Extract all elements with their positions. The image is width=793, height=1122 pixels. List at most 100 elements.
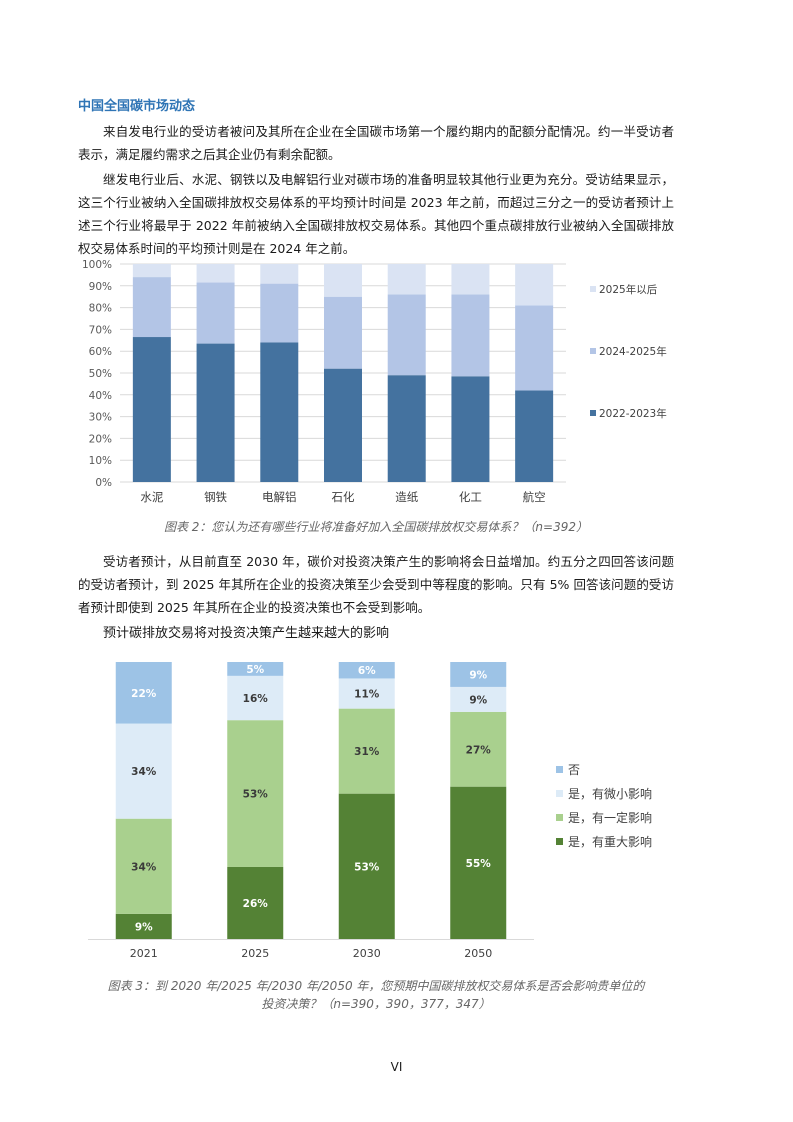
category-label: 石化 xyxy=(332,490,355,504)
bar-segment xyxy=(338,678,395,709)
bar-segment xyxy=(450,662,507,687)
legend-label: 否 xyxy=(568,763,580,777)
data-label: 26% xyxy=(243,898,269,910)
chart3-caption-line2: 投资决策？（n=390，390，377，347） xyxy=(261,997,491,1011)
legend-swatch xyxy=(590,348,596,354)
bar-segment xyxy=(450,686,507,712)
bar-segment xyxy=(227,866,284,939)
bar-segment xyxy=(450,786,507,939)
bar-segment xyxy=(338,662,395,679)
y-tick-label: 100% xyxy=(82,259,112,271)
bar-segment xyxy=(196,282,235,344)
data-label: 34% xyxy=(131,861,157,873)
bar-segment xyxy=(387,375,426,482)
category-label: 2025 xyxy=(241,947,269,960)
investment-impact-chart: 9% 34% 34% 22% 2021 26% 53% 16% 5% 2025 53% 31% 11% 6… xyxy=(88,662,652,960)
paragraph-3: 受访者预计，从目前直至 2030 年，碳价对投资决策产生的影响将会日益增加。约五… xyxy=(78,554,674,615)
paragraph-1: 来自发电行业的受访者被问及其所在企业在全国碳市场第一个履约期内的配额分配情况。约… xyxy=(78,124,674,162)
y-tick-label: 40% xyxy=(89,390,112,402)
category-label: 电解铝 xyxy=(262,490,297,504)
data-label: 34% xyxy=(131,766,157,778)
legend-swatch xyxy=(556,838,563,845)
data-label: 22% xyxy=(131,688,157,700)
data-label: 16% xyxy=(243,693,269,705)
legend-label: 是，有微小影响 xyxy=(568,786,652,801)
section-title: 中国全国碳市场动态 xyxy=(78,99,196,114)
y-tick-label: 30% xyxy=(89,412,112,424)
data-label: 5% xyxy=(246,664,264,676)
bar-segment xyxy=(196,343,235,482)
y-tick-label: 70% xyxy=(89,324,112,336)
bar-segment xyxy=(227,720,284,867)
category-label: 2021 xyxy=(130,947,158,960)
bar-segment xyxy=(227,662,284,676)
legend-label: 2022-2023年 xyxy=(599,407,667,420)
y-tick-label: 20% xyxy=(89,433,112,445)
bar-segment xyxy=(324,264,362,297)
category-label: 化工 xyxy=(459,490,482,504)
y-tick-label: 60% xyxy=(89,346,112,358)
bar-segment xyxy=(451,264,490,295)
chart3-heading: 预计碳排放交易将对投资决策产生越来越大的影响 xyxy=(103,626,390,641)
bar-segment xyxy=(260,342,299,482)
legend-swatch xyxy=(590,410,596,416)
paragraph-2: 继发电行业后、水泥、钢铁以及电解铝行业对碳市场的准备明显较其他行业更为充分。受访… xyxy=(78,172,674,256)
bar-segment xyxy=(227,675,284,721)
legend-label: 是，有一定影响 xyxy=(568,810,652,825)
data-label: 9% xyxy=(469,694,487,706)
bar-segment xyxy=(515,390,554,482)
category-label: 2030 xyxy=(353,947,381,960)
bar-segment xyxy=(451,294,490,377)
bar-segment xyxy=(115,913,172,939)
legend-label: 2025年以后 xyxy=(599,283,657,296)
legend-swatch xyxy=(556,814,563,821)
legend-swatch xyxy=(556,766,563,773)
bar-segment xyxy=(260,283,299,343)
data-label: 53% xyxy=(243,789,269,801)
data-label: 9% xyxy=(135,921,153,933)
category-label: 水泥 xyxy=(140,490,163,504)
y-tick-label: 0% xyxy=(95,477,112,489)
bar-segment xyxy=(132,277,171,338)
data-label: 11% xyxy=(354,689,380,701)
legend-swatch xyxy=(556,790,563,797)
data-label: 53% xyxy=(354,861,380,873)
industry-readiness-chart: 0% 10% 20% 30% 40% 50% 60% 70% 80% 90% 100% 水泥 钢铁 电解铝… xyxy=(82,259,667,504)
y-tick-label: 50% xyxy=(89,368,112,380)
bar-segment xyxy=(515,305,554,391)
data-label: 55% xyxy=(466,858,492,870)
page-number: VI xyxy=(390,1060,403,1074)
data-label: 27% xyxy=(466,744,492,756)
bar-segment xyxy=(451,376,490,482)
bar-segment xyxy=(338,708,395,794)
bar-segment xyxy=(196,264,235,283)
bar-segment xyxy=(324,368,362,482)
category-label: 航空 xyxy=(523,490,546,504)
data-label: 6% xyxy=(358,665,376,677)
y-tick-label: 10% xyxy=(89,455,112,467)
data-label: 9% xyxy=(469,669,487,681)
bar-segment xyxy=(132,337,171,482)
y-tick-label: 80% xyxy=(89,303,112,315)
bar-segment xyxy=(324,296,362,369)
bar-segment xyxy=(450,711,507,787)
bar-segment xyxy=(515,264,554,306)
bar-segment xyxy=(115,662,172,724)
category-label: 造纸 xyxy=(395,490,418,504)
bar-segment xyxy=(115,818,172,914)
data-label: 31% xyxy=(354,746,380,758)
category-label: 钢铁 xyxy=(204,490,227,504)
bar-segment xyxy=(260,264,299,284)
bar-segment xyxy=(387,264,426,295)
bar-segment xyxy=(115,723,172,819)
legend-swatch xyxy=(590,286,596,292)
category-label: 2050 xyxy=(464,947,492,960)
chart3-caption-line1: 图表 3：到 2020 年/2025 年/2030 年/2050 年，您预期中国… xyxy=(107,979,645,993)
legend-label: 是，有重大影响 xyxy=(568,834,652,849)
y-tick-label: 90% xyxy=(89,281,112,293)
legend-label: 2024-2025年 xyxy=(599,345,667,358)
bar-segment xyxy=(387,294,426,376)
chart2-caption: 图表 2：您认为还有哪些行业将准备好加入全国碳排放权交易体系？（n=392） xyxy=(163,520,589,534)
bar-segment xyxy=(132,264,171,278)
